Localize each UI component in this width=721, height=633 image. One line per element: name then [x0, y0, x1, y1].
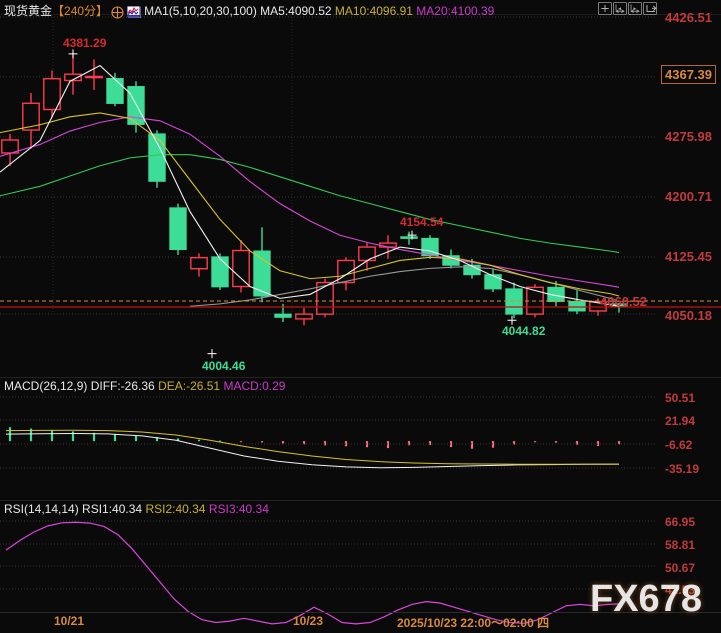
- svg-text:4044.82: 4044.82: [502, 324, 546, 338]
- svg-text:4381.29: 4381.29: [63, 36, 107, 50]
- svg-text:4154.54: 4154.54: [400, 215, 444, 229]
- svg-text:4004.46: 4004.46: [202, 359, 246, 373]
